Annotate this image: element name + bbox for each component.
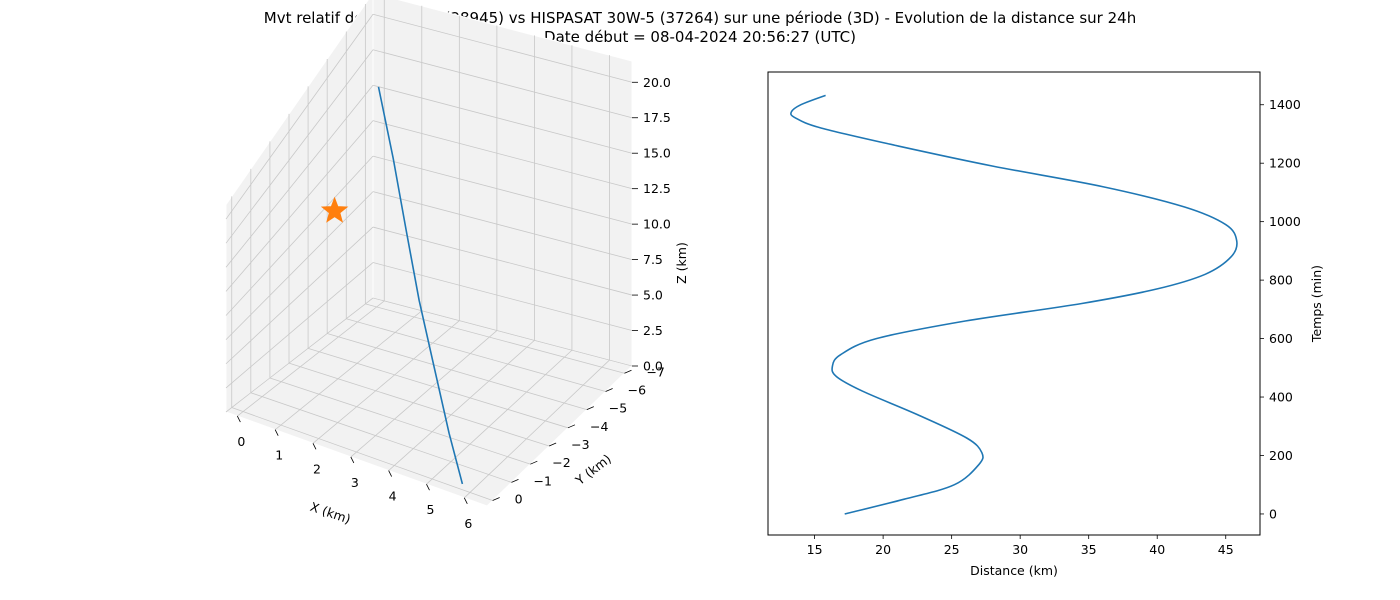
x-tick-label-3d: 0: [237, 434, 245, 449]
z-tick-label-3d: 0.0: [643, 359, 663, 374]
z-tick-label-3d: 5.0: [643, 288, 663, 303]
y-tick-label-2d: 800: [1269, 273, 1293, 288]
y-axis-label-3d: Y (km): [572, 451, 614, 489]
gridline-z-wall-y: [372, 49, 633, 119]
y-axis-label-2d: Temps (min): [1309, 265, 1324, 343]
gridline-z-wall-y: [372, 84, 633, 154]
gridline-z-wall-y: [372, 262, 633, 331]
y-tick-mark-3d: [511, 478, 519, 483]
x-tick-label-2d: 40: [1149, 542, 1165, 557]
gridline-y-floor: [365, 303, 625, 374]
y-tick-label-3d: −7: [646, 364, 664, 379]
x-tick-label-2d: 45: [1218, 542, 1234, 557]
z-tick-label-3d: 12.5: [643, 181, 671, 196]
gridline-z-wall-y: [372, 13, 633, 83]
y-tick-label-2d: 400: [1269, 390, 1293, 405]
x-tick-label-2d: 35: [1081, 542, 1097, 557]
gridline-z-wall-x: [225, 155, 374, 316]
y-tick-label-3d: −2: [552, 455, 570, 470]
plot-2d: 15 20 25 30 35 40 450200400600800100012001400 …: [767, 71, 1324, 578]
gridline-z-wall-x: [225, 191, 374, 340]
x-tick-mark-3d: [350, 456, 355, 464]
x-tick-label-3d: 2: [313, 461, 321, 476]
y-tick-label-3d: −3: [571, 437, 589, 452]
z-axis-label-3d: Z (km): [674, 242, 689, 284]
gridline-y-floor: [250, 392, 512, 483]
y-tick-mark-3d: [567, 424, 576, 429]
gridlines-3d: [225, 0, 633, 501]
x-tick-mark-3d: [312, 443, 317, 450]
z-tick-label-3d: 20.0: [643, 75, 671, 90]
z-tick-label-3d: 10.0: [643, 217, 671, 232]
y-tick-label-3d: −1: [533, 473, 551, 488]
series-3d: [320, 86, 464, 485]
y-tick-label-2d: 200: [1269, 448, 1293, 463]
reference-star-marker: [320, 196, 349, 223]
gridline-z-wall-x: [225, 297, 374, 413]
y-tick-mark-3d: [586, 406, 594, 411]
gridline-z-wall-y: [372, 120, 633, 190]
gridline-z-wall-y: [372, 155, 633, 225]
gridline-z-wall-y: [372, 191, 633, 260]
z-tick-label-3d: 17.5: [643, 110, 671, 125]
x-tick-mark-3d: [236, 415, 241, 423]
gridline-z-wall-x: [225, 84, 374, 268]
x-tick-label-2d: 20: [875, 542, 891, 557]
y-tick-label-2d: 1200: [1269, 156, 1301, 171]
x-axis-label-3d: X (km): [308, 499, 352, 527]
gridline-z-wall-x: [225, 14, 374, 220]
gridline-z-wall-x: [225, 226, 374, 365]
gridline-y-floor: [346, 318, 606, 392]
title-line-2: Date début = 08-04-2024 20:56:27 (UTC): [544, 28, 856, 46]
gridline-z-wall-y: [372, 226, 633, 296]
distance-time-line: [790, 94, 1238, 515]
y-tick-label-3d: 0: [515, 492, 523, 507]
gridline-z-wall-x: [225, 120, 374, 292]
y-tick-label-3d: −5: [609, 401, 627, 416]
z-tick-label-3d: 15.0: [643, 146, 671, 161]
x-tick-mark-3d: [388, 470, 393, 477]
y-tick-mark-3d: [605, 388, 613, 392]
z-tick-label-3d: 2.5: [643, 323, 663, 338]
gridline-y-floor: [327, 333, 587, 411]
x-tick-label-2d: 25: [944, 542, 960, 557]
x-tick-label-3d: 6: [464, 516, 472, 531]
axes-panes-3d: [224, 0, 633, 507]
x-tick-label-3d: 1: [275, 448, 283, 463]
y-tick-label-3d: −6: [628, 382, 646, 397]
gridline-y-floor: [231, 407, 493, 501]
x-tick-label-3d: 4: [389, 489, 397, 504]
gridline-z-wall-x: [225, 262, 374, 389]
x-tick-mark-3d: [463, 497, 468, 505]
y-tick-label-2d: 1000: [1269, 214, 1301, 229]
x-tick-mark-3d: [274, 429, 279, 436]
gridline-z-wall-x: [225, 49, 374, 244]
gridline-y-floor: [269, 377, 531, 465]
ticks-2d: 15 20 25 30 35 40 45 0 200 400 600 800 1000 1200 1400: [807, 97, 1301, 557]
y-tick-label-2d: 600: [1269, 331, 1293, 346]
ticks-3d: 0 1 2 3 4 5 6 0 −1−2−3−4−5−6−70.0 2.5 5.0 7.5 10.0 12…: [236, 75, 671, 531]
x-tick-mark-3d: [426, 484, 430, 491]
y-tick-mark-3d: [548, 442, 557, 447]
plot-2d-frame: [767, 71, 1261, 536]
x-tick-label-3d: 3: [351, 475, 359, 490]
gridline-y-floor: [288, 362, 550, 447]
y-tick-label-3d: −4: [590, 419, 608, 434]
y-tick-label-2d: 0: [1269, 506, 1277, 521]
gridline-z-wall-y: [372, 297, 633, 367]
y-tick-mark-3d: [624, 369, 632, 374]
y-tick-label-2d: 1400: [1269, 97, 1301, 112]
trajectory-3d-line: [377, 86, 464, 485]
z-tick-label-3d: 7.5: [643, 252, 663, 267]
y-tick-mark-3d: [492, 497, 500, 501]
x-axis-label-2d: Distance (km): [970, 563, 1058, 578]
x-tick-label-2d: 15: [807, 542, 823, 557]
series-2d: [790, 94, 1238, 515]
x-tick-label-3d: 5: [427, 502, 435, 517]
plot-3d: 0 1 2 3 4 5 6 0 −1−2−3−4−5−6−70.0 2.5 5.0 7.5 10.0 12…: [224, 0, 689, 531]
x-tick-label-2d: 30: [1012, 542, 1028, 557]
y-tick-mark-3d: [530, 460, 538, 465]
gridline-y-floor: [307, 347, 569, 429]
